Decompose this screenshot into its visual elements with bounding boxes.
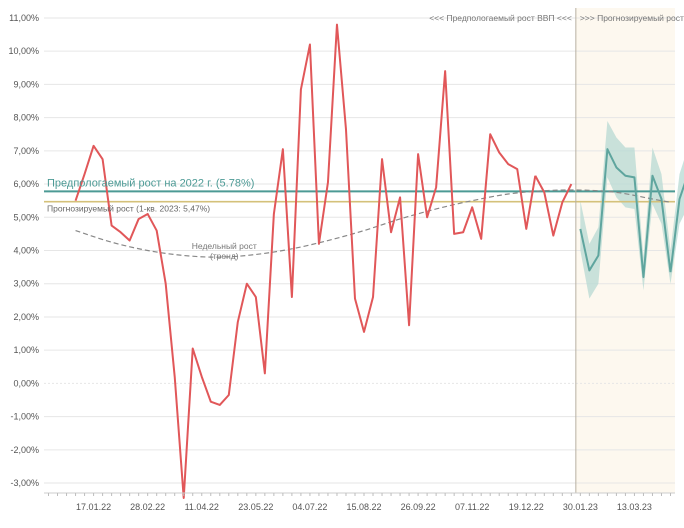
x-tick-label: 30.01.23 bbox=[563, 502, 598, 512]
x-tick-label: 23.05.22 bbox=[238, 502, 273, 512]
trend-label: Недельный рост bbox=[192, 241, 257, 251]
x-tick-label: 13.03.23 bbox=[617, 502, 652, 512]
region-label-actual: <<< Предпологаемый рост ВВП <<< bbox=[429, 13, 572, 23]
x-tick-label: 26.09.22 bbox=[401, 502, 436, 512]
x-tick-label: 07.11.22 bbox=[455, 502, 489, 512]
y-tick-label: 0,00% bbox=[13, 378, 39, 388]
y-tick-label: 2,00% bbox=[13, 312, 39, 322]
y-tick-label: 8,00% bbox=[13, 113, 39, 123]
region-label-forecast: >>> Прогнозируемый рост ВВП >>> bbox=[580, 13, 684, 23]
trend-line bbox=[75, 189, 671, 258]
trend-label: (тренд) bbox=[210, 251, 239, 261]
y-tick-label: -2,00% bbox=[10, 445, 39, 455]
x-tick-label: 11.04.22 bbox=[185, 502, 219, 512]
y-tick-label: 4,00% bbox=[13, 246, 39, 256]
x-tick-label: 28.02.22 bbox=[130, 502, 165, 512]
y-tick-label: -1,00% bbox=[10, 412, 39, 422]
y-tick-label: 6,00% bbox=[13, 179, 39, 189]
actual-tail-line bbox=[534, 175, 573, 237]
y-tick-label: 1,00% bbox=[13, 345, 39, 355]
y-tick-label: 5,00% bbox=[13, 212, 39, 222]
y-tick-label: 9,00% bbox=[13, 79, 39, 89]
y-tick-label: 11,00% bbox=[9, 13, 39, 23]
y-tick-label: 10,00% bbox=[8, 46, 39, 56]
y-tick-label: 7,00% bbox=[13, 146, 39, 156]
actual-line bbox=[74, 23, 537, 499]
x-tick-label: 04.07.22 bbox=[292, 502, 327, 512]
x-tick-label: 19.12.22 bbox=[509, 502, 544, 512]
x-tick-label: 17.01.22 bbox=[76, 502, 111, 512]
y-tick-label: 3,00% bbox=[13, 279, 39, 289]
x-tick-label: 15.08.22 bbox=[346, 502, 381, 512]
y-tick-label: -3,00% bbox=[10, 478, 39, 488]
reference-label-forecast: Прогнозируемый рост (1-кв. 2023: 5,47%) bbox=[47, 204, 210, 214]
reference-label-2022: Предпологаемый рост на 2022 г. (5.78%) bbox=[47, 177, 254, 189]
forecast-tail-line bbox=[669, 182, 684, 273]
forecast-line bbox=[579, 148, 672, 279]
